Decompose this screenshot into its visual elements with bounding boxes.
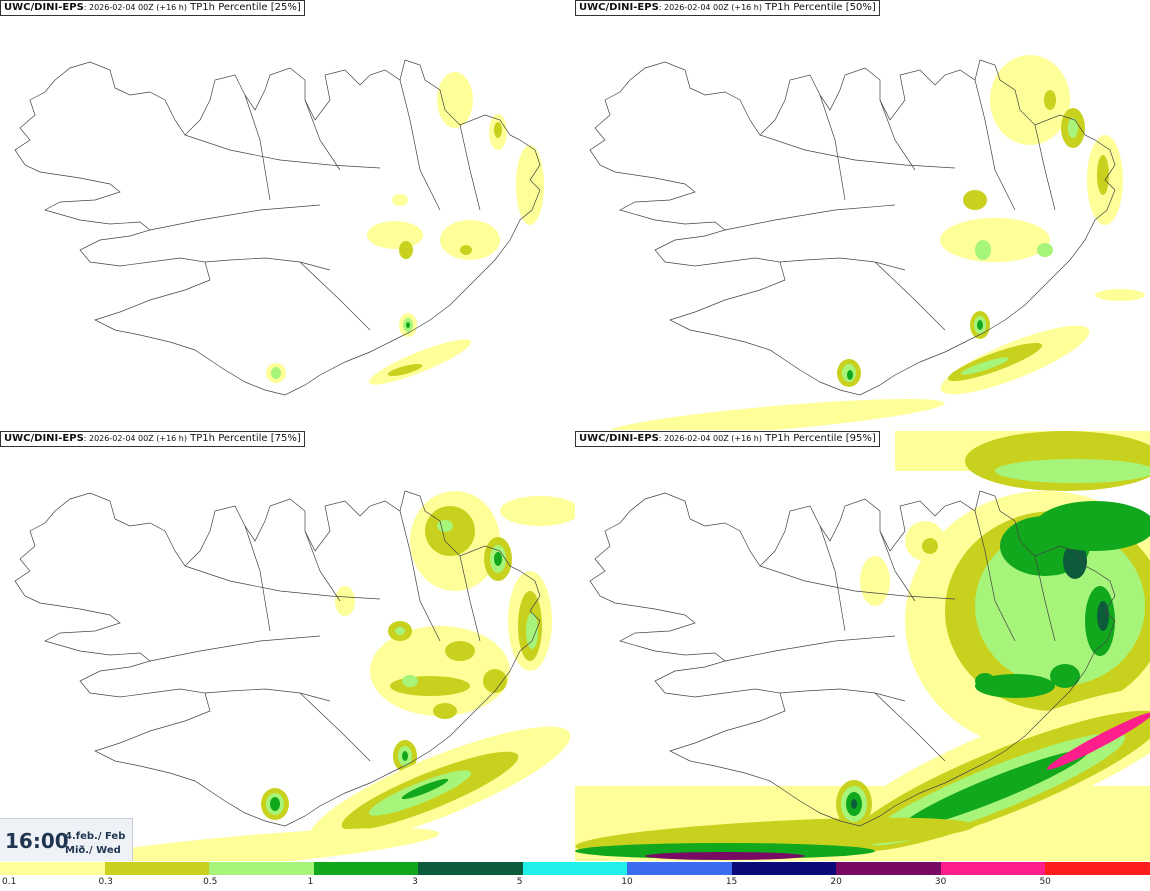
field-name: TP1h Percentile [95%] xyxy=(765,433,876,444)
colorbar-label: 15 xyxy=(725,877,738,887)
colorbar-label: 10 xyxy=(621,877,633,887)
colorbar-label: 20 xyxy=(830,877,842,887)
iceland-precip-map xyxy=(589,55,1145,430)
colorbar-swatch xyxy=(1045,862,1150,875)
coastline xyxy=(14,59,541,396)
colorbar-swatch xyxy=(627,862,732,875)
model-name: UWC/DINI-EPS xyxy=(579,433,659,444)
colorbar-swatch xyxy=(104,862,210,875)
colorbar-swatch xyxy=(209,862,314,875)
run-info: : 2026-02-04 00Z (+16 h) xyxy=(658,434,762,443)
map-panel-p75: UWC/DINI-EPS: 2026-02-04 00Z (+16 h) TP1… xyxy=(0,431,575,861)
colorbar xyxy=(0,862,1150,875)
run-info: : 2026-02-04 00Z (+16 h) xyxy=(83,434,187,443)
colorbar-swatch xyxy=(313,862,419,875)
precip-field xyxy=(575,431,1150,861)
field-name: TP1h Percentile [75%] xyxy=(190,433,301,444)
precip-field xyxy=(40,491,575,861)
colorbar-swatch xyxy=(418,862,523,875)
colorbar-swatch xyxy=(522,862,628,875)
model-name: UWC/DINI-EPS xyxy=(4,433,84,444)
iceland-precip-map xyxy=(14,59,544,396)
valid-date-line2: Mið./ Wed xyxy=(65,845,121,856)
colorbar-label: 30 xyxy=(934,877,947,887)
iceland-precip-map xyxy=(14,490,575,861)
colorbar-label: 0.1 xyxy=(2,877,17,887)
colorbar-swatch xyxy=(731,862,837,875)
panel-title: UWC/DINI-EPS: 2026-02-04 00Z (+16 h) TP1… xyxy=(0,431,305,447)
colorbar-labels: 0.1 0.3 0.5 1 3 5 10 15 20 30 50 xyxy=(0,877,1150,891)
colorbar-label: 5 xyxy=(516,877,523,887)
map-panel-p50: UWC/DINI-EPS: 2026-02-04 00Z (+16 h) TP1… xyxy=(575,0,1150,430)
map-panel-p25: UWC/DINI-EPS: 2026-02-04 00Z (+16 h) TP1… xyxy=(0,0,575,430)
valid-time-box: 16:00 4.feb./ Feb Mið./ Wed xyxy=(0,818,133,861)
valid-date: 4.feb./ Feb Mið./ Wed xyxy=(65,830,125,858)
colorbar-swatch xyxy=(0,862,105,875)
precip-field xyxy=(266,72,544,385)
run-info: : 2026-02-04 00Z (+16 h) xyxy=(83,3,187,12)
colorbar-label: 0.3 xyxy=(98,877,113,887)
valid-time: 16:00 xyxy=(5,829,69,853)
colorbar-label: 50 xyxy=(1039,877,1051,887)
coastline xyxy=(14,490,541,827)
model-name: UWC/DINI-EPS xyxy=(4,2,84,13)
colorbar-swatch xyxy=(940,862,1046,875)
colorbar-label: 0.5 xyxy=(203,877,218,887)
panel-title: UWC/DINI-EPS: 2026-02-04 00Z (+16 h) TP1… xyxy=(0,0,305,16)
coastline xyxy=(589,490,1116,827)
field-name: TP1h Percentile [50%] xyxy=(765,2,876,13)
coastline xyxy=(589,59,1116,396)
field-name: TP1h Percentile [25%] xyxy=(190,2,301,13)
colorbar-swatch xyxy=(836,862,941,875)
run-info: : 2026-02-04 00Z (+16 h) xyxy=(658,3,762,12)
iceland-precip-map xyxy=(575,431,1150,861)
valid-date-line1: 4.feb./ Feb xyxy=(65,831,126,842)
map-panel-p95: UWC/DINI-EPS: 2026-02-04 00Z (+16 h) TP1… xyxy=(575,431,1150,861)
colorbar-label: 3 xyxy=(412,877,418,887)
panel-title: UWC/DINI-EPS: 2026-02-04 00Z (+16 h) TP1… xyxy=(575,431,880,447)
colorbar-label: 1 xyxy=(307,877,314,887)
panel-title: UWC/DINI-EPS: 2026-02-04 00Z (+16 h) TP1… xyxy=(575,0,880,16)
model-name: UWC/DINI-EPS xyxy=(579,2,659,13)
precip-field xyxy=(605,55,1145,430)
